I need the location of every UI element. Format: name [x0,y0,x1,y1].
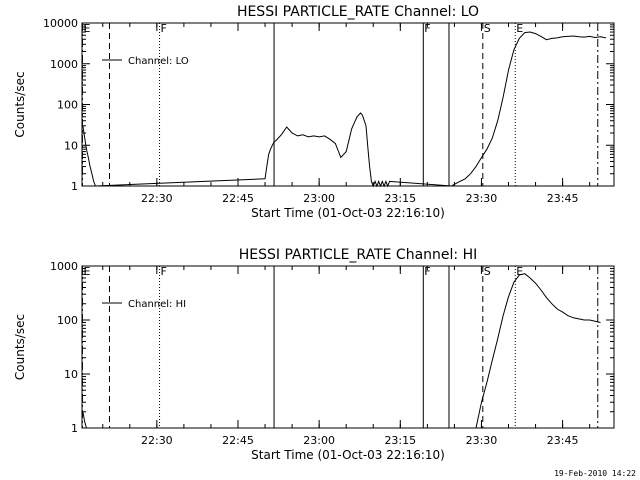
legend-label: Channel: HI [128,299,186,310]
x-axis-label: Start Time (01-Oct-03 22:16:10) [251,206,445,220]
x-tick-label: 22:30 [141,434,173,447]
x-tick-label: 23:15 [384,192,416,205]
chart-title: HESSI PARTICLE_RATE Channel: LO [237,4,479,20]
chart-panel-0: HESSI PARTICLE_RATE Channel: LO 1 10 100 100… [13,4,615,220]
x-tick-label: 22:30 [141,192,173,205]
event-marker-label: E [83,265,90,278]
x-axis-label: Start Time (01-Oct-03 22:16:10) [251,448,445,462]
event-marker-label: F [161,265,167,278]
y-tick-label: 10000 [43,17,78,30]
x-tick-label: 23:45 [547,192,579,205]
y-tick-label: 1000 [50,58,78,71]
timestamp: 19-Feb-2010 14:22 [554,469,636,478]
y-tick-label: 100 [57,99,78,112]
legend-label: Channel: LO [128,56,189,67]
chart-panel-1: HESSI PARTICLE_RATE Channel: HI 1 10 100 100… [13,247,615,462]
x-tick-label: 23:15 [384,434,416,447]
x-tick-label: 22:45 [222,434,254,447]
event-marker-label: S [484,265,491,278]
y-tick-label: 1 [71,180,78,193]
event-marker-label: E [516,265,523,278]
legend: Channel: HI [102,299,186,310]
y-tick-label: 1000 [50,260,78,273]
x-tick-label: 23:00 [303,192,335,205]
x-tick-label: 23:30 [466,192,498,205]
x-tick-label: 23:00 [303,434,335,447]
event-marker-label: E [83,22,90,35]
y-tick-label: 100 [57,314,78,327]
plot-frame [81,22,615,187]
chart-title: HESSI PARTICLE_RATE Channel: HI [239,247,477,263]
y-tick-label: 10 [64,368,78,381]
y-axis-label: Counts/sec [13,314,27,380]
event-marker-label: F [424,22,430,35]
y-tick-label: 10 [64,139,78,152]
plot-frame [81,265,615,429]
legend: Channel: LO [102,56,189,67]
event-marker-label: F [424,265,430,278]
event-marker-label: F [161,22,167,35]
series-line [82,273,601,429]
series-line [82,31,607,188]
x-tick-label: 22:45 [222,192,254,205]
event-marker-label: S [484,22,491,35]
x-tick-label: 23:30 [466,434,498,447]
event-marker-label: E [516,22,523,35]
y-axis-label: Counts/sec [13,71,27,137]
y-tick-label: 1 [71,422,78,435]
x-tick-label: 23:45 [547,434,579,447]
